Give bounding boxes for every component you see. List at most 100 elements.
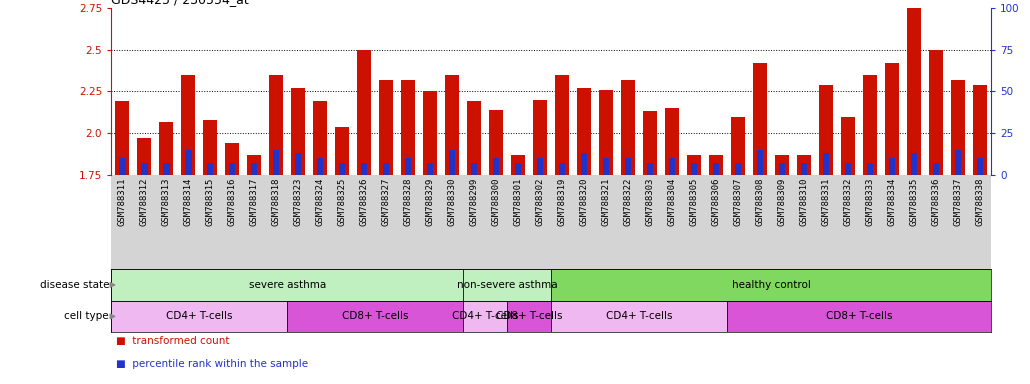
Bar [866,163,873,175]
Bar [137,138,151,175]
Bar [687,155,701,175]
Bar [449,150,455,175]
Bar [668,158,676,175]
Text: severe asthma: severe asthma [248,280,325,290]
Bar [467,101,481,175]
Bar [273,150,279,175]
Text: CD4+ T-cells: CD4+ T-cells [606,311,673,321]
Bar [779,163,785,175]
Bar [643,111,657,175]
Text: CD4+ T-cells: CD4+ T-cells [166,311,233,321]
Bar [335,127,349,175]
Bar [163,163,170,175]
Bar [558,163,565,175]
Bar [291,88,305,175]
Bar [863,74,878,175]
Bar [185,150,192,175]
Bar [489,110,504,175]
Bar [797,155,811,175]
Bar [551,301,727,332]
Bar [229,163,236,175]
Bar [598,90,613,175]
Bar [471,163,477,175]
Bar [181,74,196,175]
Bar [203,120,217,175]
Text: ■  percentile rank within the sample: ■ percentile rank within the sample [116,359,309,369]
Text: non-severe asthma: non-severe asthma [456,280,557,290]
Bar [800,163,808,175]
Bar [225,143,239,175]
Bar [537,158,544,175]
Bar [295,153,302,175]
Bar [115,101,130,175]
Text: cell type: cell type [65,311,109,321]
Bar [932,163,939,175]
Bar [757,150,763,175]
Bar [445,74,459,175]
Bar [159,121,173,175]
Bar [464,269,551,301]
Text: CD8+ T-cells: CD8+ T-cells [826,311,892,321]
Bar [360,163,368,175]
Bar [845,163,851,175]
Bar [603,158,610,175]
Bar [111,301,287,332]
Bar [118,158,126,175]
Bar [951,79,965,175]
Bar [111,269,464,301]
Bar [727,301,991,332]
Text: GDS4425 / 230554_at: GDS4425 / 230554_at [111,0,249,7]
Bar [551,269,991,301]
Bar [251,163,258,175]
Bar [464,301,507,332]
Bar [621,79,636,175]
Bar [906,0,921,175]
Bar [581,153,587,175]
Text: CD4+ T-cells: CD4+ T-cells [452,311,518,321]
Bar [840,116,855,175]
Bar [141,163,147,175]
Bar [405,158,411,175]
Bar [507,301,551,332]
Text: CD8+ T-cells: CD8+ T-cells [495,311,562,321]
Bar [753,63,767,175]
Bar [972,85,987,175]
Text: ■  transformed count: ■ transformed count [116,336,230,346]
Bar [423,91,438,175]
Bar [269,74,283,175]
Bar [889,158,895,175]
Bar [647,163,653,175]
Bar [426,163,434,175]
Bar [713,163,719,175]
Bar [379,79,393,175]
Bar [383,163,389,175]
Text: healthy control: healthy control [731,280,811,290]
Bar [929,50,943,175]
Bar [515,163,521,175]
Bar [247,155,262,175]
Bar [709,155,723,175]
Bar [664,108,679,175]
Bar [734,163,742,175]
Bar [401,79,415,175]
Bar [625,158,631,175]
Bar [492,158,500,175]
Bar [357,50,371,175]
Bar [511,155,525,175]
Bar [207,163,213,175]
Bar [731,116,745,175]
Bar [823,153,829,175]
Bar [976,158,984,175]
Bar [911,153,917,175]
Text: disease state: disease state [39,280,109,290]
Bar [287,301,464,332]
Bar [533,100,547,175]
Text: CD8+ T-cells: CD8+ T-cells [342,311,408,321]
Bar [313,101,328,175]
Bar [775,155,789,175]
Bar [819,85,833,175]
Bar [885,63,899,175]
Bar [317,158,323,175]
Bar [955,150,961,175]
Bar [339,163,345,175]
